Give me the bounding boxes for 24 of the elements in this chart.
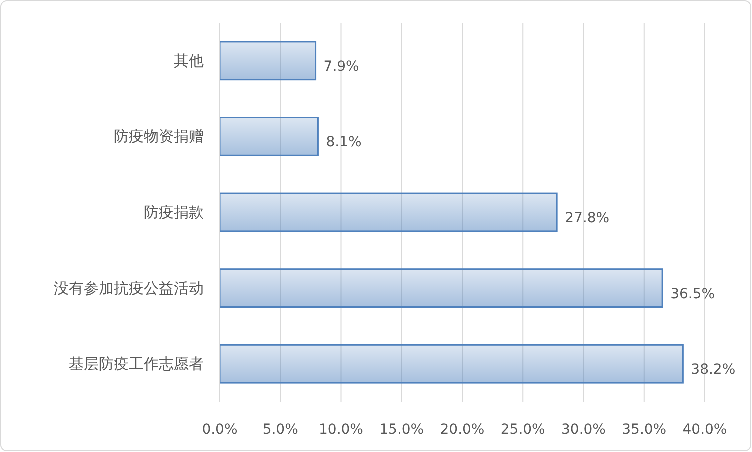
bar — [219, 117, 319, 156]
y-tick-label: 防疫捐款 — [144, 204, 204, 222]
x-tick-label: 10.0% — [319, 422, 364, 438]
x-tick-label: 20.0% — [440, 422, 485, 438]
data-label: 27.8% — [565, 210, 610, 226]
bar — [219, 268, 664, 308]
x-tick-label: 15.0% — [380, 422, 424, 438]
x-tick-label: 35.0% — [622, 422, 667, 438]
bar — [219, 192, 558, 232]
data-label: 7.9% — [324, 58, 360, 75]
x-tick-label: 5.0% — [262, 422, 298, 438]
data-label: 36.5% — [670, 286, 716, 302]
data-label: 38.2% — [691, 362, 736, 378]
data-label: 8.1% — [326, 134, 362, 151]
bar — [219, 344, 684, 384]
x-tick-label: 0.0% — [202, 422, 238, 438]
y-tick-label: 基层防疫工作志愿者 — [69, 355, 204, 374]
y-tick-label: 其他 — [174, 52, 204, 70]
x-tick-label: 40.0% — [682, 422, 728, 438]
x-tick-label: 25.0% — [500, 422, 546, 438]
bar — [219, 41, 317, 81]
x-tick-label: 30.0% — [562, 422, 606, 438]
y-tick-label: 防疫物资捐赠 — [114, 128, 204, 146]
y-tick-label: 没有参加抗疫公益活动 — [54, 279, 204, 298]
